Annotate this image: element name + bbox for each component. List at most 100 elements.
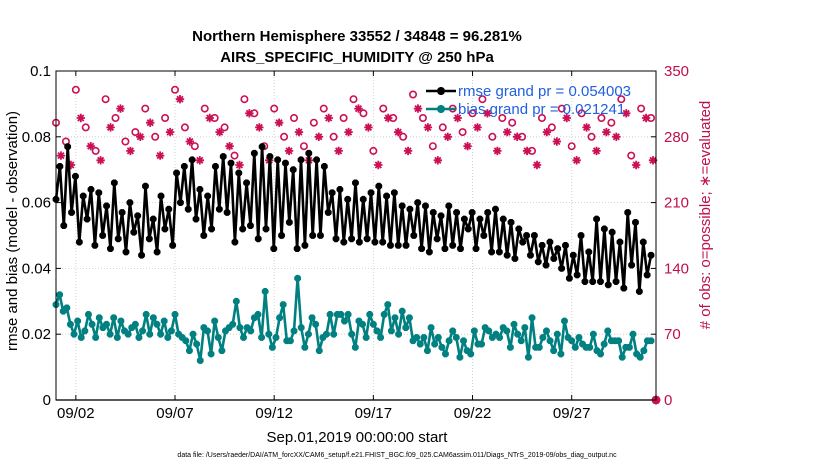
rmse-point — [328, 189, 336, 197]
rmse-point — [235, 169, 243, 177]
rmse-point — [270, 245, 278, 253]
bias-point — [470, 327, 478, 335]
obs-possible-point — [508, 118, 517, 127]
rmse-point — [301, 241, 309, 249]
rmse-point — [492, 205, 499, 213]
rmse-point — [604, 281, 612, 289]
obs-possible-point — [478, 95, 487, 104]
obs-evaluated-point — [215, 127, 224, 137]
obs-possible-point — [488, 132, 497, 141]
obs-evaluated-point — [384, 113, 393, 123]
obs-evaluated-point — [522, 146, 532, 156]
rmse-point — [161, 225, 169, 233]
obs-possible-point — [399, 132, 408, 141]
bias-point — [117, 317, 125, 325]
obs-possible-point — [438, 123, 447, 132]
bias-point — [575, 334, 583, 341]
bias-point — [77, 334, 85, 341]
rmse-point — [488, 248, 495, 256]
bias-point — [561, 317, 568, 325]
y-tick-label: 0.06 — [22, 195, 51, 212]
rmse-point — [177, 199, 184, 207]
y-tick-label: 0.02 — [22, 326, 51, 343]
bias-point — [222, 327, 229, 335]
bias-point — [416, 340, 424, 348]
obs-evaluated-point — [493, 146, 502, 156]
rmse-point — [309, 232, 317, 239]
bias-point — [510, 320, 518, 328]
rmse-point — [75, 238, 83, 246]
rmse-point — [460, 215, 468, 223]
obs-evaluated-point — [483, 109, 492, 118]
bias-point — [218, 347, 226, 355]
rmse-point — [390, 189, 398, 197]
obs-evaluated-point — [562, 113, 571, 123]
rmse-point — [441, 245, 449, 253]
rmse-point — [499, 215, 507, 223]
rmse-point — [472, 245, 480, 253]
bias-point — [149, 314, 157, 322]
rmse-point — [348, 235, 355, 243]
axis-ticks: 09/02 09/07 09/12 09/17 09/22 09/27 0 0.02 0.04 0… — [22, 63, 689, 422]
obs-evaluated-point — [324, 113, 333, 123]
metric-series — [52, 143, 655, 364]
rmse-point — [324, 209, 332, 216]
obs-evaluated-point — [86, 141, 95, 151]
bias-point — [557, 350, 565, 358]
legend-rmse-marker — [437, 87, 445, 95]
obs-possible-point — [240, 95, 249, 104]
bias-point — [589, 330, 597, 338]
rmse-point — [208, 225, 215, 233]
bias-point — [250, 314, 258, 322]
bias-point — [265, 330, 273, 338]
bias-point — [431, 340, 439, 348]
bias-point — [168, 327, 175, 335]
bias-point — [550, 347, 558, 355]
obs-evaluated-point — [76, 113, 85, 123]
obs-possible-point — [290, 114, 299, 123]
rmse-point — [402, 241, 410, 249]
obs-possible-point — [309, 118, 318, 127]
obs-evaluated-point — [582, 123, 591, 132]
bias-point — [92, 334, 100, 341]
bias-point — [294, 274, 302, 282]
bias-line — [54, 276, 651, 362]
bias-point — [629, 330, 637, 338]
bias-point — [369, 320, 377, 328]
obs-evaluated-point — [116, 104, 125, 113]
bias-point — [618, 353, 626, 361]
rmse-point — [507, 218, 515, 226]
bias-point — [402, 324, 410, 332]
rmse-point — [126, 199, 134, 207]
y-right-tick-label: 210 — [664, 195, 689, 212]
rmse-point — [134, 212, 142, 220]
bias-point — [348, 330, 356, 338]
legend-bias-label: bias grand pr = 0.021241 — [458, 101, 625, 118]
obs-possible-point — [587, 132, 596, 141]
obs-evaluated-point — [473, 123, 482, 132]
obs-possible-point — [607, 118, 616, 127]
obs-evaluated-point — [344, 127, 353, 137]
bias-point — [330, 330, 338, 338]
obs-evaluated-point — [364, 123, 373, 132]
bias-point — [445, 337, 453, 345]
rmse-point — [387, 241, 394, 249]
obs-evaluated-point — [354, 104, 363, 113]
bias-point — [95, 314, 103, 322]
rmse-point — [285, 218, 293, 226]
bias-point — [247, 327, 255, 335]
bias-point — [456, 353, 464, 361]
rmse-point — [437, 212, 445, 220]
rmse-point — [212, 163, 219, 170]
bias-point — [420, 334, 428, 341]
obs-evaluated-point — [443, 132, 452, 142]
rmse-point — [173, 169, 180, 177]
rmse-line — [54, 145, 653, 293]
bias-point — [344, 311, 352, 318]
rmse-point — [527, 251, 534, 259]
obs-evaluated-point — [185, 137, 195, 146]
obs-evaluated-point — [126, 146, 135, 156]
x-tick-label: 09/07 — [156, 405, 194, 422]
